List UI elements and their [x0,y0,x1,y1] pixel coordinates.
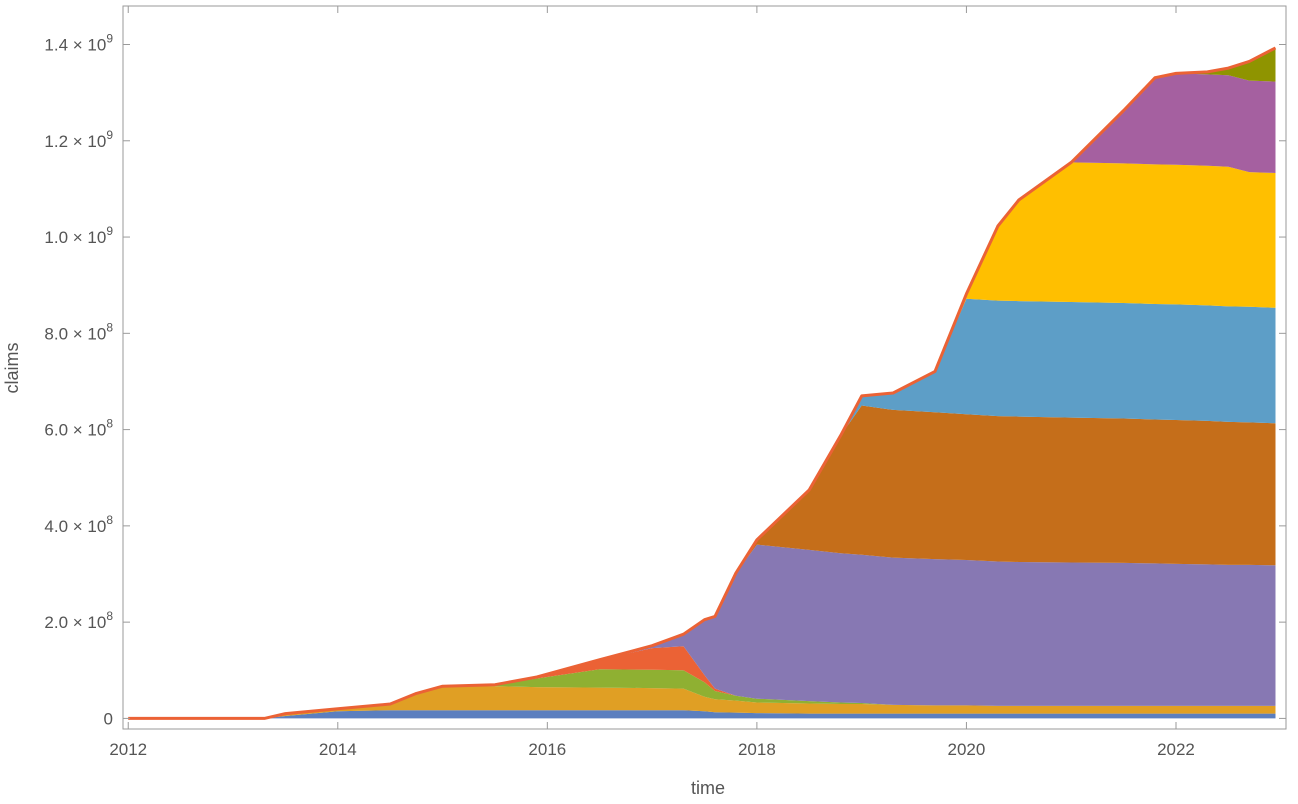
y-tick-label: 1.2 × 109 [44,128,113,151]
y-axis-ticks: 0 2.0 × 108 4.0 × 108 6.0 × 108 8.0 × 108 1.0… [44,32,1286,728]
area-series-3 [128,669,1276,719]
area-series-5 [128,544,1276,719]
area-series-group [128,47,1276,719]
area-series-7 [128,298,1276,719]
area-series-8 [128,162,1276,719]
x-tick-label: 2018 [738,740,776,759]
y-tick-label: 8.0 × 108 [44,320,113,343]
area-series-1 [128,710,1276,719]
x-tick-label: 2012 [109,740,147,759]
total-line-group [128,46,1277,720]
y-tick-label: 0 [104,709,113,728]
x-tick-label: 2014 [319,740,357,759]
x-axis-ticks: 2012 2014 2016 2018 2020 2022 [109,6,1195,759]
x-tick-label: 2022 [1157,740,1195,759]
y-tick-label: 1.4 × 109 [44,32,113,55]
x-tick-label: 2020 [948,740,986,759]
x-axis-label: time [691,778,725,798]
y-tick-label: 6.0 × 108 [44,417,113,440]
y-tick-label: 4.0 × 108 [44,513,113,536]
x-tick-label: 2016 [528,740,566,759]
y-tick-label: 1.0 × 109 [44,224,113,247]
area-series-6 [128,405,1276,719]
y-axis-label: claims [2,342,22,393]
y-tick-label: 2.0 × 108 [44,609,113,632]
total-line [128,46,1277,720]
plot-frame [122,5,1287,730]
area-series-9 [128,73,1276,719]
